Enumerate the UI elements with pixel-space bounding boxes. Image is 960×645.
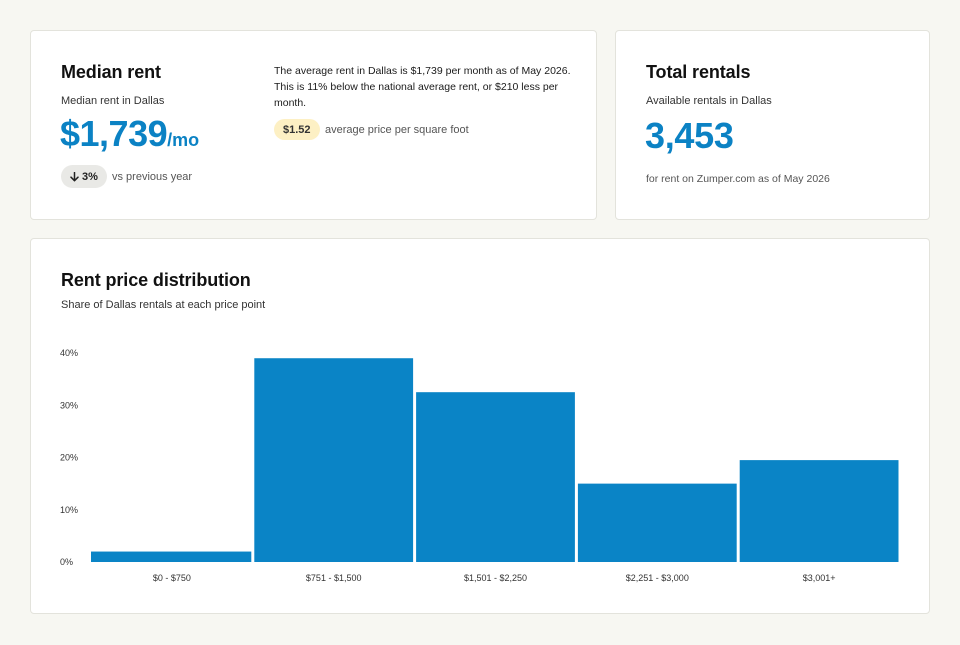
bar[interactable] [91,551,252,562]
rent-distribution-card: 0% 10% 20% 30% 40% $0 - $750 $751 - $1,500 $1,5… [30,238,930,614]
x-tick-label: $2,251 - $3,000 [626,573,689,583]
y-tick-label: 20% [60,453,78,463]
bar[interactable] [577,483,737,562]
change-badge: 3% [61,165,107,188]
bar[interactable] [254,358,414,562]
x-tick-label: $751 - $1,500 [306,573,362,583]
y-tick-label: 30% [60,400,78,410]
rent-distribution-subtitle: Share of Dallas rentals at each price po… [61,299,266,311]
change-value: 3% [82,170,98,183]
change-note: vs previous year [112,171,193,183]
rent-distribution-title: Rent price distribution [61,270,251,290]
total-rentals-card: Total rentals Available rentals in Dalla… [615,30,930,220]
total-rentals-value: 3,453 [645,115,734,156]
median-rent-amount: $1,739 [60,113,168,154]
median-rent-description: The average rent in Dallas is $1,739 per… [274,65,571,109]
y-tick-label: 40% [60,348,78,358]
y-tick-label: 10% [60,505,78,515]
bar[interactable] [739,460,899,562]
median-rent-unit: /mo [167,130,200,150]
total-rentals-title: Total rentals [646,62,751,82]
median-rent-title: Median rent [61,62,161,82]
x-tick-label: $0 - $750 [153,573,191,583]
arrow-down-icon [70,171,79,182]
total-rentals-note: for rent on Zumper.com as of May 2026 [646,173,830,185]
price-per-sqft-badge: $1.52 [274,119,320,140]
median-rent-value: $1,739/mo [60,113,199,155]
total-rentals-subtitle: Available rentals in Dallas [646,95,772,107]
price-per-sqft-label: average price per square foot [325,124,469,136]
x-tick-label: $3,001+ [803,573,836,583]
bar[interactable] [416,392,575,562]
median-rent-subtitle: Median rent in Dallas [61,95,165,107]
median-rent-card: Median rent Median rent in Dallas $1,739… [30,30,597,220]
x-tick-label: $1,501 - $2,250 [464,573,527,583]
y-tick-label: 0% [60,557,73,567]
rent-distribution-chart: 0% 10% 20% 30% 40% $0 - $750 $751 - $1,500 $1,5… [60,348,899,583]
